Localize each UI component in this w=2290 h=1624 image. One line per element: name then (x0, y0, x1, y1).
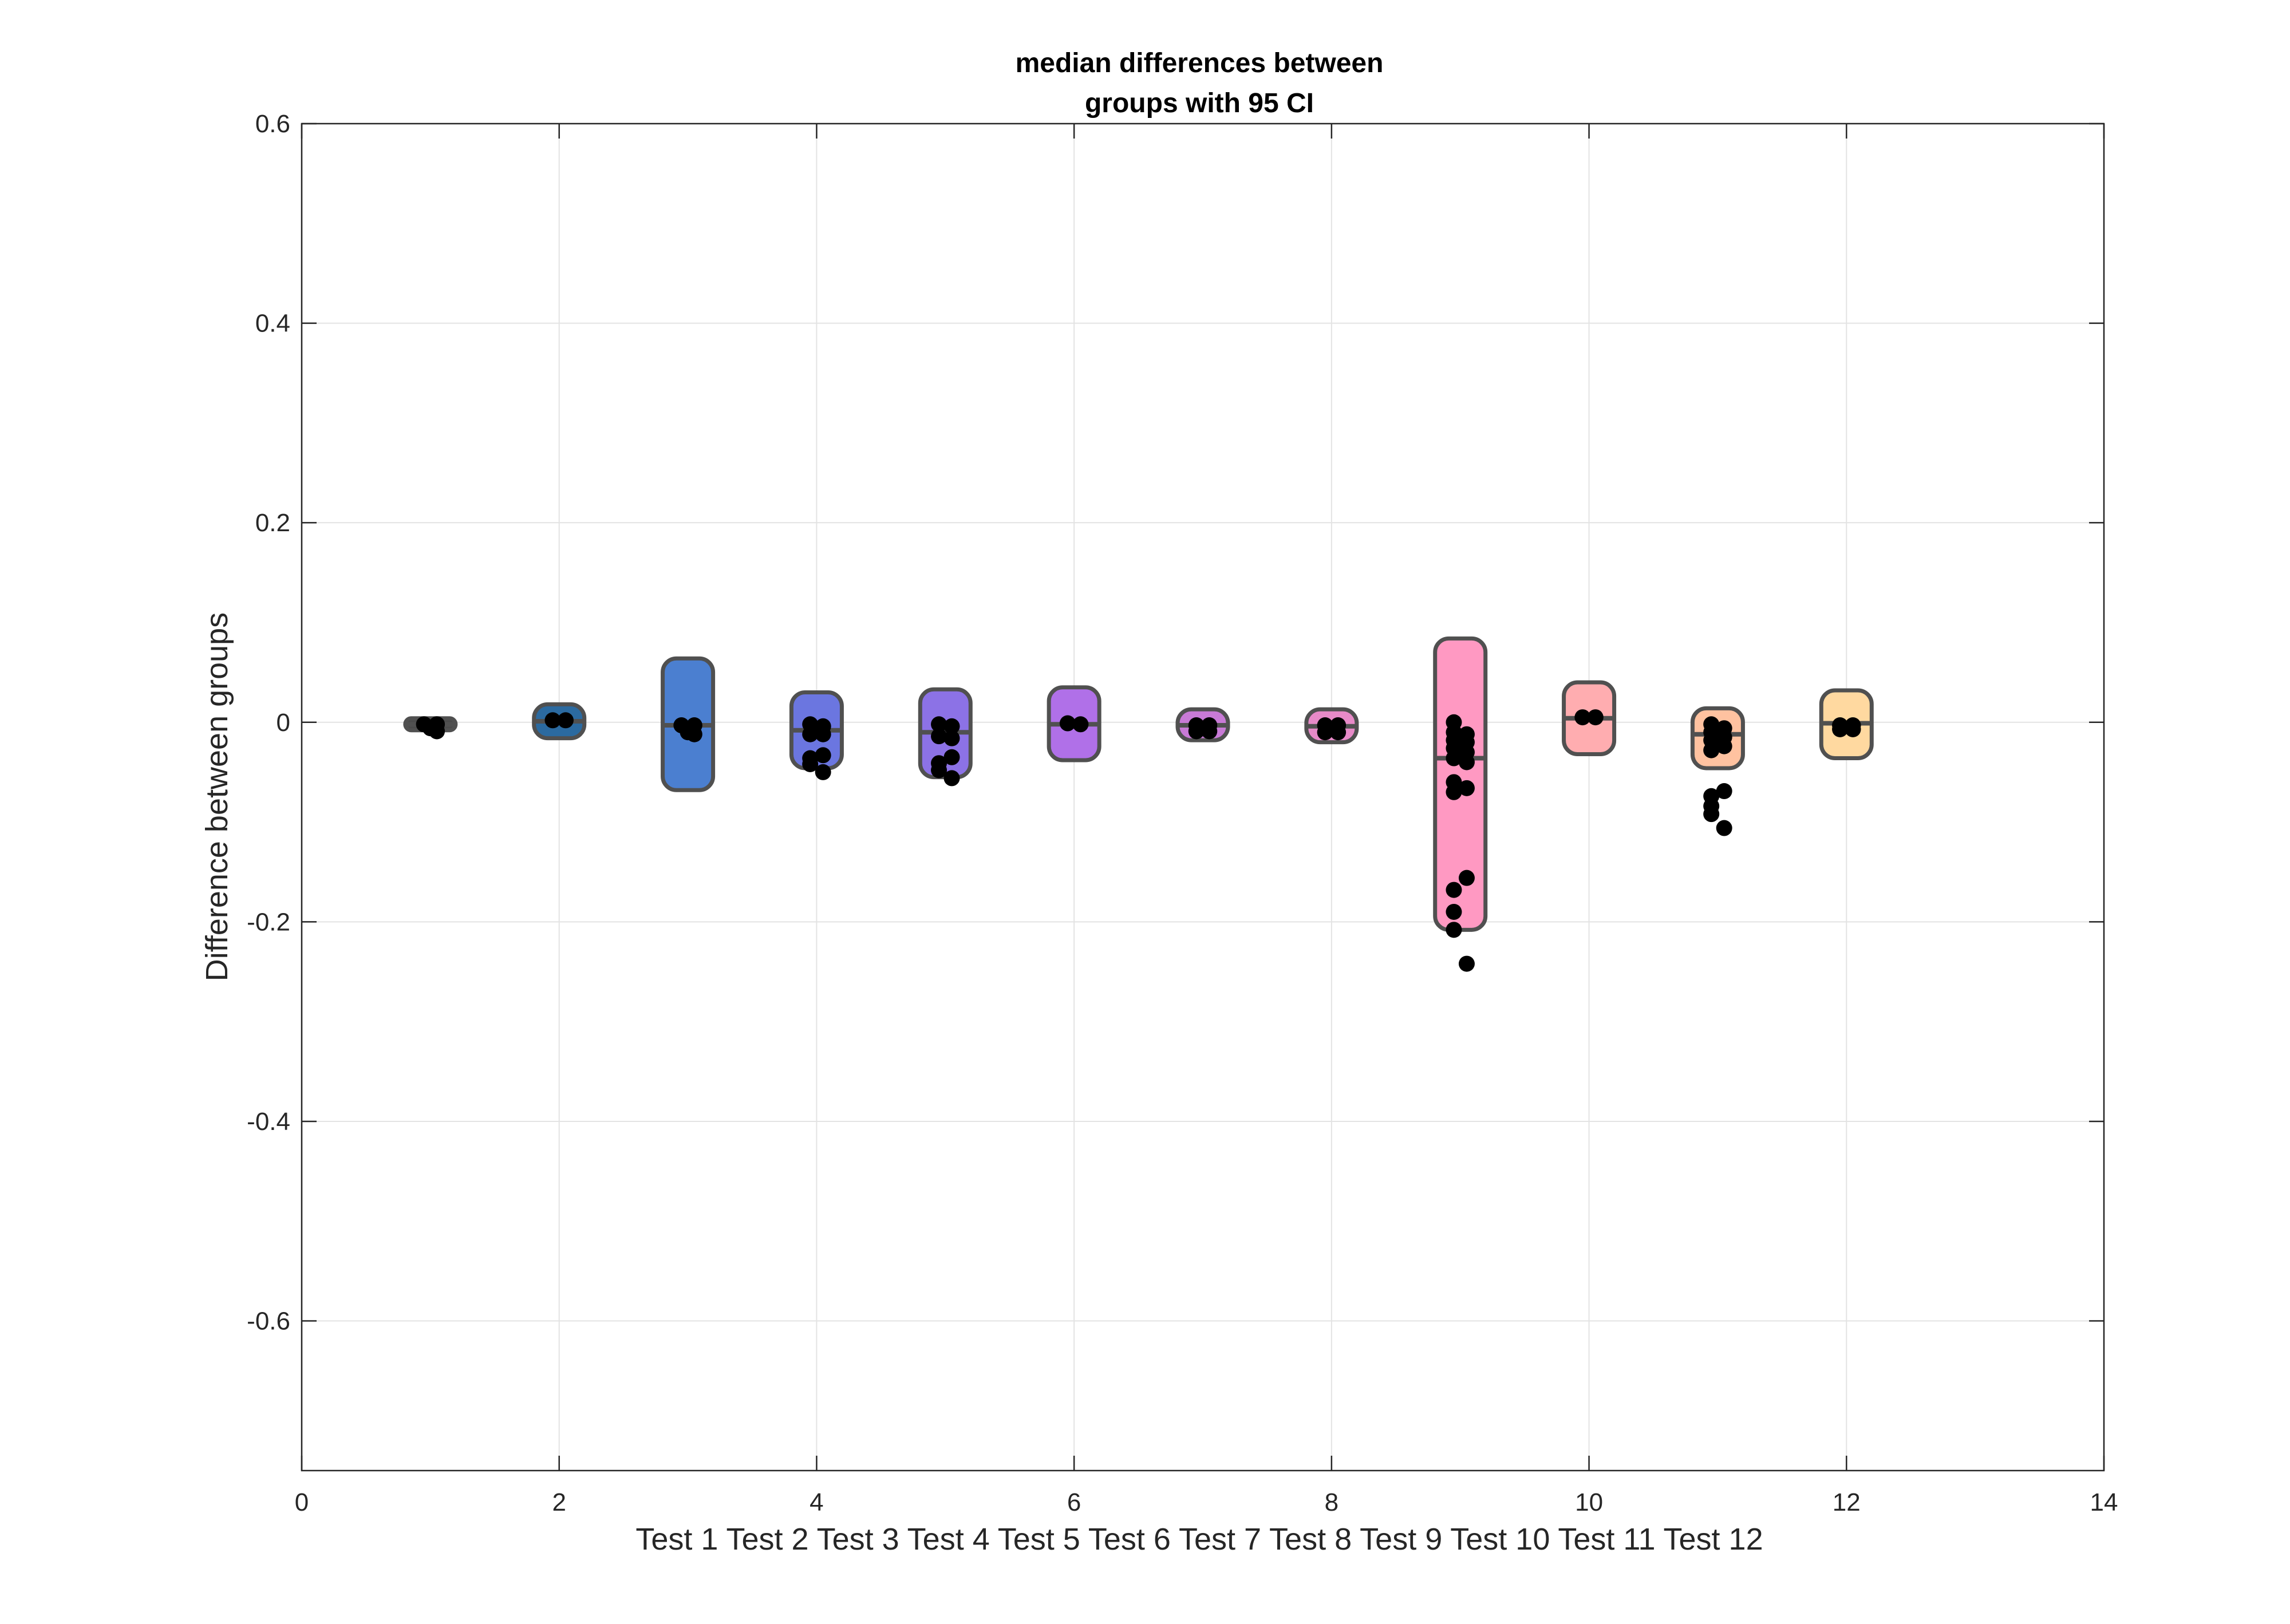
x-tick-label: 6 (1067, 1488, 1081, 1516)
data-point (1574, 709, 1591, 726)
y-tick-label: 0 (277, 709, 290, 737)
data-point (1458, 870, 1475, 886)
data-point (1446, 882, 1462, 898)
data-point (815, 747, 831, 764)
data-point (1703, 742, 1720, 758)
axes-frame (301, 123, 2105, 1472)
data-point (544, 712, 561, 729)
data-point (1072, 716, 1089, 733)
data-point (1832, 721, 1849, 737)
y-tick-label: -0.4 (247, 1108, 290, 1136)
data-point (1446, 922, 1462, 938)
data-point (1201, 723, 1218, 740)
x-tick-label: 8 (1325, 1488, 1339, 1516)
data-point (1458, 955, 1475, 972)
data-point (815, 764, 831, 780)
data-point (943, 718, 960, 734)
data-point (1317, 724, 1333, 741)
chart-title-line-1: median differences between (1016, 48, 1384, 78)
data-point (943, 770, 960, 787)
data-point (429, 723, 445, 740)
chart-title-line-2: groups with 95 CI (1085, 88, 1314, 118)
data-point (943, 749, 960, 765)
y-tick-label: 0.2 (255, 509, 290, 537)
data-point (1188, 723, 1205, 740)
data-point (1703, 806, 1720, 823)
data-point (1446, 903, 1462, 920)
data-point (1716, 820, 1732, 836)
data-point (931, 716, 947, 733)
y-tick-label: -0.6 (247, 1307, 290, 1335)
data-point (931, 728, 947, 745)
data-point (931, 762, 947, 779)
data-point (686, 726, 702, 742)
data-point (1446, 750, 1462, 766)
y-tick-label: -0.2 (247, 908, 290, 936)
y-tick-label: 0.6 (255, 110, 290, 138)
x-axis-label: Test 1 Test 2 Test 3 Test 4 Test 5 Test … (635, 1522, 1763, 1556)
data-point (1845, 721, 1861, 737)
data-point (802, 726, 819, 742)
ticks: 0 2 4 6 8 10 12 14 -0.6 -0.4 -0.2 0 0.2 0.4 0.6 (247, 110, 2118, 1516)
data-point (943, 730, 960, 746)
x-tick-label: 2 (552, 1488, 566, 1516)
data-point (1059, 715, 1076, 732)
data-point (1446, 784, 1462, 800)
x-tick-label: 0 (295, 1488, 309, 1516)
data-point (1330, 724, 1347, 741)
data-point (1458, 754, 1475, 770)
x-tick-label: 4 (810, 1488, 823, 1516)
data-point (557, 712, 574, 729)
data-point (815, 726, 831, 742)
data-point (1458, 780, 1475, 796)
y-axis-label: Difference between groups (200, 613, 234, 981)
data-point (1716, 783, 1732, 800)
data-point (1587, 709, 1604, 726)
x-tick-label: 12 (1833, 1488, 1861, 1516)
data-point (1716, 738, 1732, 754)
x-tick-label: 10 (1575, 1488, 1603, 1516)
x-tick-label: 14 (2090, 1488, 2118, 1516)
plot-area (302, 124, 2104, 1471)
data-points (416, 709, 1861, 972)
y-tick-label: 0.4 (255, 310, 290, 338)
data-point (802, 756, 819, 772)
